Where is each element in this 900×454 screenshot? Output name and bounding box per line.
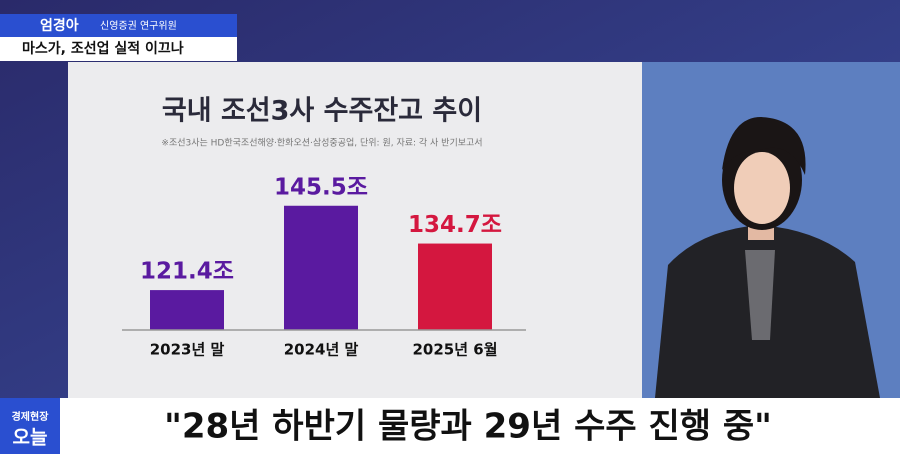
value-label: 121.4조 <box>140 259 234 285</box>
chart-title: 국내 조선3사 수주잔고 추이 <box>162 96 482 127</box>
logo-top: 경제현장 <box>12 410 50 423</box>
name-tag <box>0 14 237 37</box>
presenter-name: 엄경아 <box>40 17 79 34</box>
presenter-affiliation: 신영증권 연구위원 <box>100 19 177 32</box>
x-tick-label: 2023년 말 <box>150 341 225 359</box>
caption-bar <box>0 398 900 454</box>
value-label: 134.7조 <box>408 212 502 238</box>
plot: 2023년 말 121.4조 2024년 말 145.5조 2025년 6월 134.7조 <box>140 174 502 358</box>
bar <box>150 290 224 330</box>
bar <box>284 205 358 330</box>
topic-tag <box>0 37 237 61</box>
presenter <box>655 117 880 398</box>
x-tick-label: 2025년 6월 <box>412 341 497 359</box>
value-label: 145.5조 <box>274 174 368 200</box>
logo <box>0 398 60 454</box>
logo-bottom: 오늘 <box>13 427 48 449</box>
bar <box>418 243 492 330</box>
chart-subtitle: ※조선3사는 HD한국조선해양·한화오션·삼성중공업, 단위: 원, 자료: 각… <box>161 137 482 149</box>
x-tick-label: 2024년 말 <box>284 341 359 359</box>
topic: 마스가, 조선업 실적 이끄나 <box>22 40 184 57</box>
caption-quote: "28년 하반기 물량과 29년 수주 진행 중" <box>164 407 772 447</box>
